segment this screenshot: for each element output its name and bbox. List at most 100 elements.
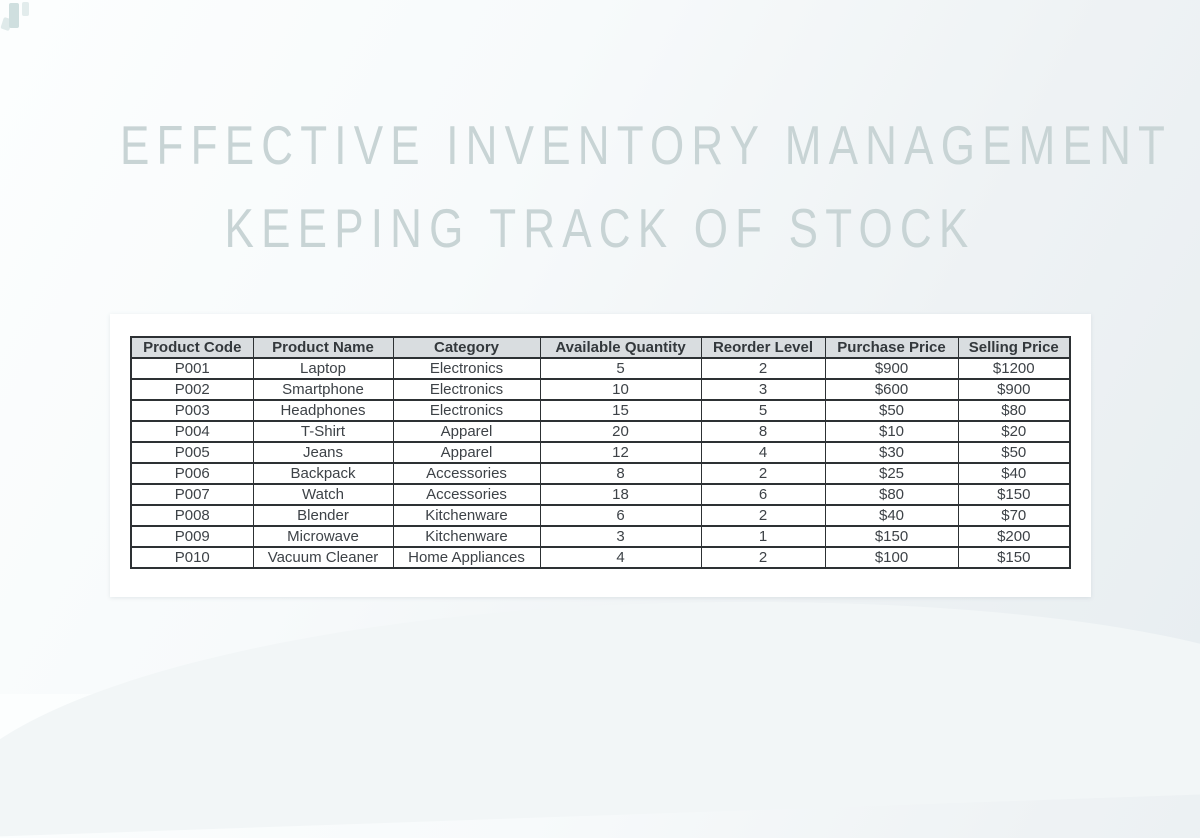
background-wave	[0, 579, 1200, 838]
table-row: P001 Laptop Electronics 5 2 $900 $1200	[130, 357, 1071, 380]
table-row: P004 T-Shirt Apparel 20 8 $10 $20	[130, 420, 1071, 443]
table-cell: P001	[130, 357, 254, 380]
table-cell: $30	[824, 441, 959, 464]
table-row: P010 Vacuum Cleaner Home Appliances 4 2 $100 $…	[130, 546, 1071, 569]
column-header: Product Code	[130, 336, 254, 359]
table-cell: $50	[957, 441, 1071, 464]
inventory-table-body: P001 Laptop Electronics 5 2 $900 $1200 P002 Smar…	[130, 357, 1071, 569]
table-cell: Accessories	[392, 462, 541, 485]
table-cell: 12	[539, 441, 702, 464]
table-cell: $80	[957, 399, 1071, 422]
table-cell: 20	[539, 420, 702, 443]
table-cell: 8	[539, 462, 702, 485]
table-cell: T-Shirt	[252, 420, 394, 443]
table-cell: 6	[539, 504, 702, 527]
column-header: Category	[392, 336, 541, 359]
table-cell: 10	[539, 378, 702, 401]
table-cell: $100	[824, 546, 959, 569]
table-cell: 2	[700, 504, 826, 527]
table-cell: 5	[539, 357, 702, 380]
table-cell: Microwave	[252, 525, 394, 548]
table-cell: 15	[539, 399, 702, 422]
table-cell: Electronics	[392, 357, 541, 380]
table-cell: $25	[824, 462, 959, 485]
table-cell: Apparel	[392, 420, 541, 443]
table-cell: P002	[130, 378, 254, 401]
column-header: Product Name	[252, 336, 394, 359]
table-cell: P009	[130, 525, 254, 548]
table-cell: 1	[700, 525, 826, 548]
table-cell: 3	[539, 525, 702, 548]
table-cell: Watch	[252, 483, 394, 506]
table-cell: 5	[700, 399, 826, 422]
table-cell: $50	[824, 399, 959, 422]
table-row: P003 Headphones Electronics 15 5 $50 $80	[130, 399, 1071, 422]
table-row: P008 Blender Kitchenware 6 2 $40 $70	[130, 504, 1071, 527]
table-cell: Vacuum Cleaner	[252, 546, 394, 569]
table-cell: $20	[957, 420, 1071, 443]
table-cell: Electronics	[392, 399, 541, 422]
table-cell: $80	[824, 483, 959, 506]
table-cell: $150	[824, 525, 959, 548]
table-card: Product Code Product Name Category Availabl…	[110, 314, 1091, 597]
table-cell: $70	[957, 504, 1071, 527]
table-cell: 2	[700, 546, 826, 569]
column-header: Available Quantity	[539, 336, 702, 359]
header-row: Product Code Product Name Category Availabl…	[130, 336, 1071, 359]
table-cell: $1200	[957, 357, 1071, 380]
table-cell: P010	[130, 546, 254, 569]
column-header: Purchase Price	[824, 336, 959, 359]
inventory-table: Product Code Product Name Category Availabl…	[130, 336, 1071, 569]
table-cell: 4	[700, 441, 826, 464]
page-title: EFFECTIVE INVENTORY MANAGEMENT KEEPING T…	[120, 104, 1173, 270]
table-cell: P007	[130, 483, 254, 506]
table-cell: 18	[539, 483, 702, 506]
table-cell: 2	[700, 357, 826, 380]
table-cell: $900	[957, 378, 1071, 401]
table-cell: $10	[824, 420, 959, 443]
table-cell: P003	[130, 399, 254, 422]
table-cell: Apparel	[392, 441, 541, 464]
table-row: P002 Smartphone Electronics 10 3 $600 $900	[130, 378, 1071, 401]
table-cell: Home Appliances	[392, 546, 541, 569]
table-cell: 6	[700, 483, 826, 506]
table-cell: Smartphone	[252, 378, 394, 401]
table-cell: P008	[130, 504, 254, 527]
table-cell: $40	[957, 462, 1071, 485]
column-header: Reorder Level	[700, 336, 826, 359]
table-row: P006 Backpack Accessories 8 2 $25 $40	[130, 462, 1071, 485]
table-cell: 2	[700, 462, 826, 485]
inventory-table-header: Product Code Product Name Category Availabl…	[130, 336, 1071, 359]
table-cell: 8	[700, 420, 826, 443]
table-cell: Electronics	[392, 378, 541, 401]
table-row: P009 Microwave Kitchenware 3 1 $150 $200	[130, 525, 1071, 548]
table-cell: P005	[130, 441, 254, 464]
table-cell: P004	[130, 420, 254, 443]
table-cell: Jeans	[252, 441, 394, 464]
table-cell: Blender	[252, 504, 394, 527]
corner-mark-icon	[0, 2, 40, 34]
table-cell: Kitchenware	[392, 504, 541, 527]
page-title-line-1: EFFECTIVE INVENTORY MANAGEMENT	[120, 114, 1173, 176]
table-cell: $900	[824, 357, 959, 380]
table-cell: P006	[130, 462, 254, 485]
table-cell: Backpack	[252, 462, 394, 485]
table-cell: Headphones	[252, 399, 394, 422]
table-cell: Kitchenware	[392, 525, 541, 548]
table-cell: 3	[700, 378, 826, 401]
table-cell: Laptop	[252, 357, 394, 380]
table-cell: 4	[539, 546, 702, 569]
table-cell: $150	[957, 546, 1071, 569]
page-title-line-2: KEEPING TRACK OF STOCK	[224, 197, 976, 259]
table-row: P005 Jeans Apparel 12 4 $30 $50	[130, 441, 1071, 464]
corner-mark-fragment	[22, 2, 29, 16]
table-cell: $150	[957, 483, 1071, 506]
table-cell: Accessories	[392, 483, 541, 506]
corner-mark-fragment	[9, 3, 19, 28]
table-row: P007 Watch Accessories 18 6 $80 $150	[130, 483, 1071, 506]
column-header: Selling Price	[957, 336, 1071, 359]
table-cell: $200	[957, 525, 1071, 548]
table-cell: $600	[824, 378, 959, 401]
table-cell: $40	[824, 504, 959, 527]
